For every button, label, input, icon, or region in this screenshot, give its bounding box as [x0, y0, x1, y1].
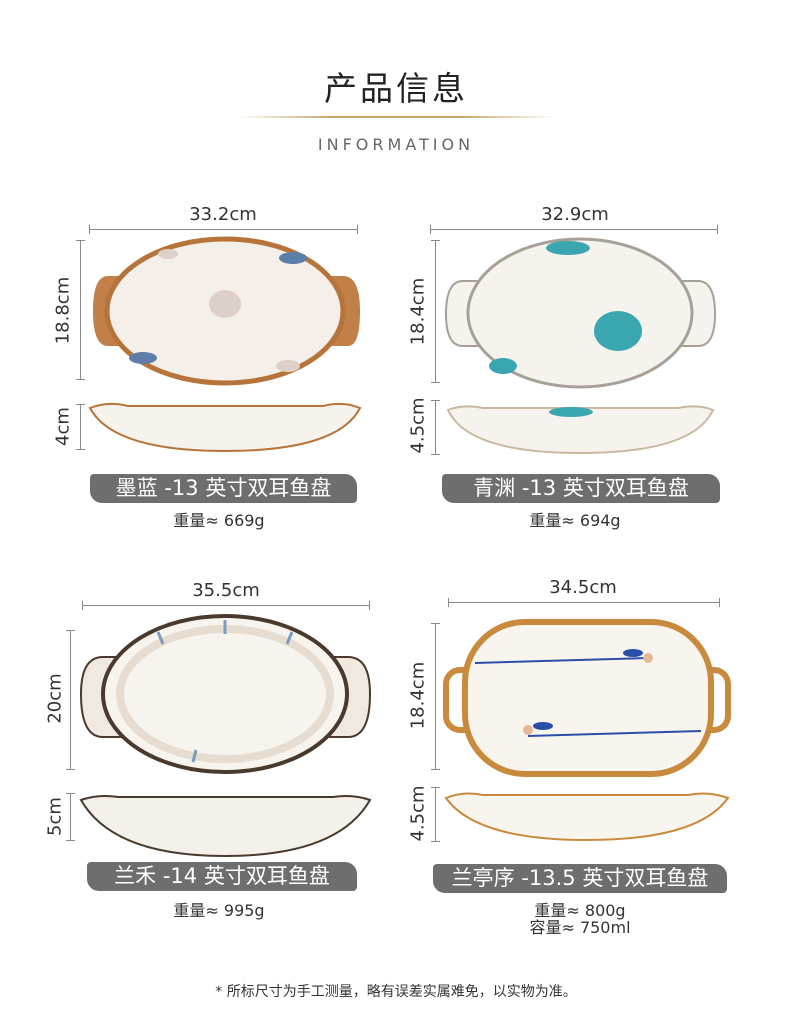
weight-text: 重量≈ 995g — [173, 901, 265, 920]
width-label: 32.9cm — [541, 204, 609, 225]
height-dimension-line — [431, 623, 440, 770]
depth-dimension-line — [431, 787, 440, 842]
height-label: 20cm — [44, 673, 66, 724]
depth-label: 4cm — [52, 407, 74, 446]
depth-label: 4.5cm — [407, 397, 429, 454]
weight-text: 重量≈ 669g — [173, 511, 265, 530]
page-subtitle: INFORMATION — [317, 135, 475, 154]
measurement-disclaimer: * 所标尺寸为手工测量，略有误差实属难免，以实物为准。 — [215, 984, 577, 1000]
weight-text: 重量≈ 800g — [534, 901, 626, 920]
height-dimension-line — [431, 240, 440, 383]
depth-dimension-line — [76, 404, 85, 450]
height-dimension-line — [76, 240, 85, 380]
width-dimension-line — [89, 225, 358, 234]
product-name-tag: 墨蓝 -13 英寸双耳鱼盘 — [90, 474, 357, 503]
product-name-tag: 青渊 -13 英寸双耳鱼盘 — [442, 474, 720, 503]
depth-label: 4.5cm — [407, 785, 429, 842]
title-divider — [237, 116, 557, 118]
width-label: 35.5cm — [192, 580, 260, 601]
height-label: 18.8cm — [52, 276, 74, 345]
plate-image — [444, 237, 717, 455]
plate-image — [79, 614, 372, 858]
height-label: 18.4cm — [407, 661, 429, 730]
product-name-tag: 兰亭序 -13.5 英寸双耳鱼盘 — [433, 864, 727, 893]
depth-dimension-line — [431, 400, 440, 455]
width-dimension-line — [82, 601, 370, 610]
plate-image — [88, 236, 362, 453]
plate-image — [443, 619, 731, 842]
product-name-tag: 兰禾 -14 英寸双耳鱼盘 — [87, 862, 357, 891]
width-label: 33.2cm — [189, 204, 257, 225]
width-dimension-line — [448, 598, 720, 607]
capacity-text: 容量≈ 750ml — [529, 918, 631, 937]
width-dimension-line — [430, 225, 718, 234]
weight-text: 重量≈ 694g — [529, 511, 621, 530]
depth-dimension-line — [66, 793, 75, 841]
page-title: 产品信息 — [324, 69, 468, 108]
width-label: 34.5cm — [549, 577, 617, 598]
height-dimension-line — [66, 630, 75, 770]
height-label: 18.4cm — [407, 277, 429, 346]
depth-label: 5cm — [44, 797, 66, 836]
